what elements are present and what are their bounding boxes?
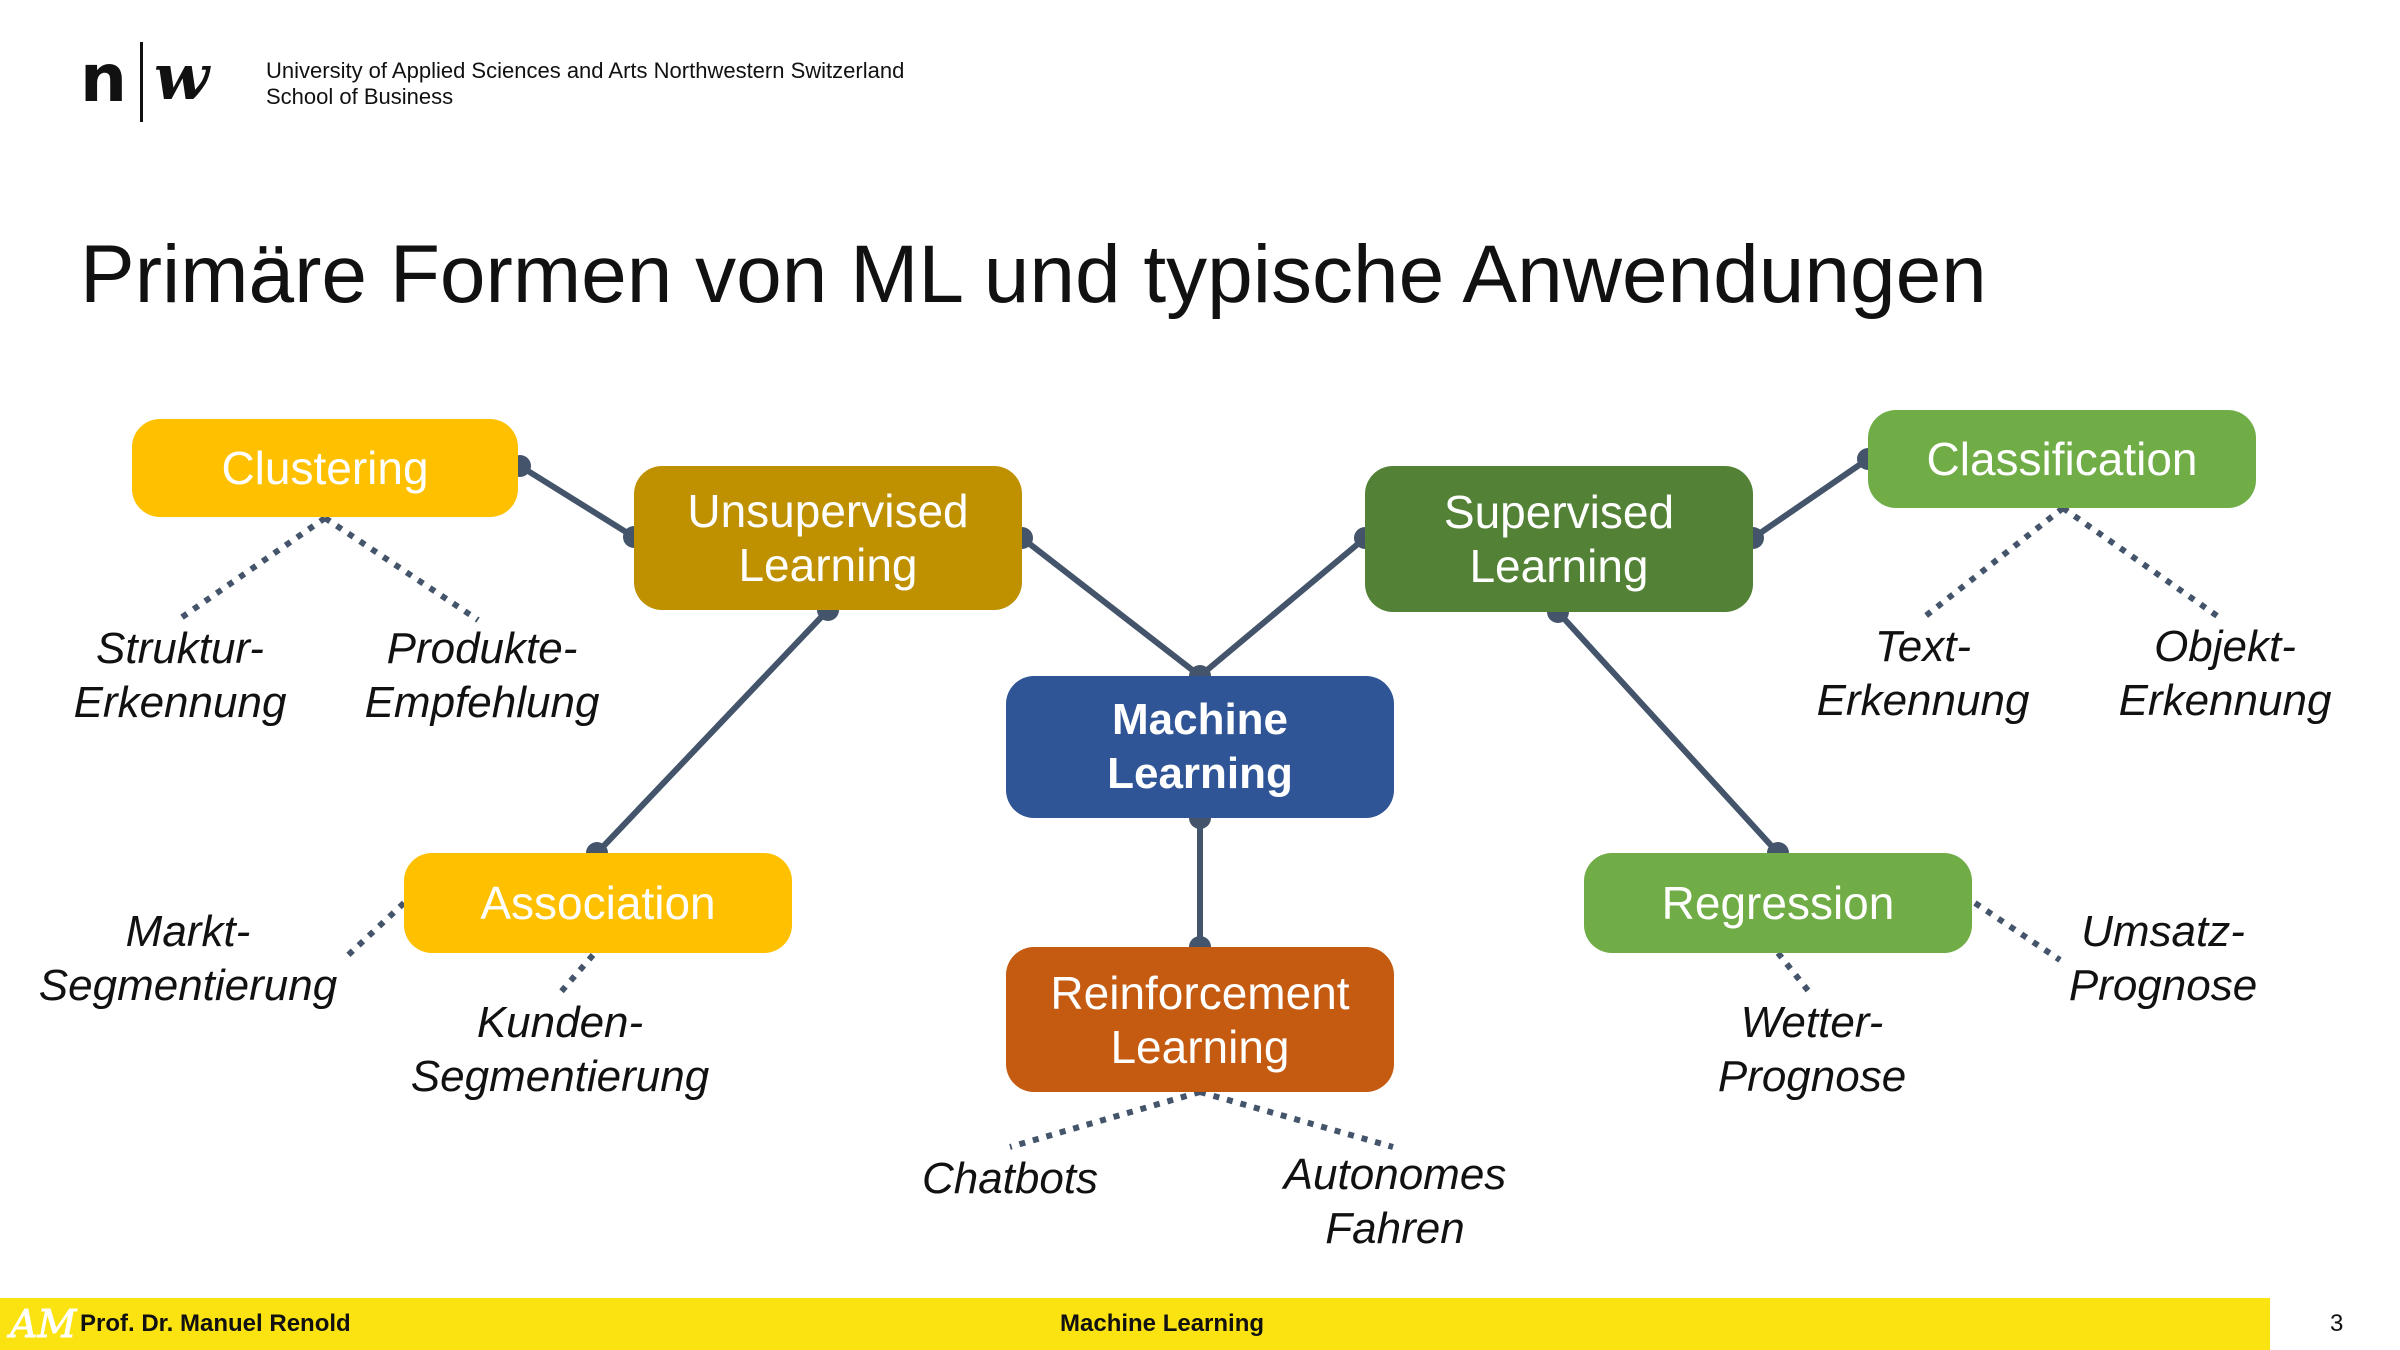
node-supervised-label-1: Supervised	[1443, 486, 1675, 538]
institution-name: University of Applied Sciences and Arts …	[266, 58, 904, 110]
footer-am-logo: AM	[9, 1302, 77, 1347]
leaf-wetter-prognose: Wetter- Prognose	[1717, 998, 1907, 1101]
slide-title: Primäre Formen von ML und typische Anwen…	[80, 229, 1987, 320]
leaf-struktur-erkennung: Struktur- Erkennung	[73, 624, 287, 727]
connector-unsupervised-ml	[1019, 535, 1203, 679]
node-ml-label-2: Learning	[1107, 749, 1293, 798]
leaf-autonomes-fahren: Autonomes Fahren	[1283, 1150, 1507, 1253]
node-machine-learning: Machine Learning	[1006, 676, 1394, 818]
dotted-reinforcement-autonomes	[1199, 1089, 1394, 1150]
node-unsupervised-learning: Unsupervised Learning	[634, 466, 1022, 610]
leaf-chatbots: Chatbots	[921, 1154, 1099, 1203]
school-line: School of Business	[266, 84, 454, 109]
dotted-association-kunden	[557, 953, 596, 995]
dotted-clustering-produkte	[323, 515, 480, 623]
leaf-objekt-erkennung: Objekt- Erkennung	[2118, 622, 2332, 725]
connector-clustering-unsupervised	[517, 463, 637, 540]
connector-supervised-classification	[1750, 456, 1871, 541]
node-supervised-label-2: Learning	[1469, 540, 1649, 592]
footer-bar: AM Prof. Dr. Manuel Renold Machine Learn…	[0, 1298, 2270, 1350]
dotted-classification-text	[1921, 505, 2065, 621]
dotted-association-markt	[342, 900, 407, 961]
connector-supervised-regression	[1555, 609, 1781, 856]
node-unsupervised-label-2: Learning	[738, 539, 918, 591]
dotted-regression-wetter	[1775, 951, 1813, 995]
node-supervised-learning: Supervised Learning	[1365, 466, 1753, 612]
page-number: 3	[2330, 1310, 2344, 1337]
node-clustering-label: Clustering	[221, 442, 429, 494]
dotted-classification-objekt	[2061, 505, 2225, 623]
logo-letter-w: w	[154, 40, 210, 115]
logo-divider	[140, 42, 143, 122]
university-line: University of Applied Sciences and Arts …	[266, 58, 905, 83]
node-association-label: Association	[480, 877, 716, 929]
node-classification-label: Classification	[1926, 433, 2198, 485]
node-ml-label-1: Machine	[1111, 695, 1289, 744]
footer-course-title: Machine Learning	[1060, 1310, 1265, 1337]
leaf-umsatz-prognose: Umsatz- Prognose	[2068, 907, 2258, 1010]
leaf-produkte-empfehlung: Produkte- Empfehlung	[364, 624, 600, 727]
leaf-text-erkennung: Text- Erkennung	[1816, 622, 2030, 725]
dotted-reinforcement-chatbots	[1009, 1089, 1201, 1150]
node-reinforcement-label-1: Reinforcement	[1050, 966, 1350, 1019]
connector-supervised-ml	[1197, 535, 1368, 679]
node-regression: Regression	[1584, 853, 1972, 953]
node-reinforcement-label-2: Learning	[1110, 1020, 1290, 1073]
node-classification: Classification	[1868, 410, 2256, 508]
leaf-kunden-segmentierung: Kunden- Segmentierung	[410, 998, 710, 1101]
node-reinforcement-learning: Reinforcement Learning	[1006, 947, 1394, 1092]
leaf-markt-segmentierung: Markt- Segmentierung	[38, 907, 338, 1010]
dotted-clustering-struktur	[176, 515, 327, 623]
connector-unsupervised-association	[594, 607, 831, 856]
fhnw-logo: n w	[80, 38, 230, 128]
node-clustering: Clustering	[132, 419, 518, 517]
footer-author: Prof. Dr. Manuel Renold	[80, 1310, 351, 1337]
dotted-regression-umsatz	[1973, 900, 2062, 963]
node-regression-label: Regression	[1661, 877, 1895, 929]
logo-letter-n: n	[80, 40, 127, 117]
node-unsupervised-label-1: Unsupervised	[687, 485, 969, 537]
node-association: Association	[404, 853, 792, 953]
